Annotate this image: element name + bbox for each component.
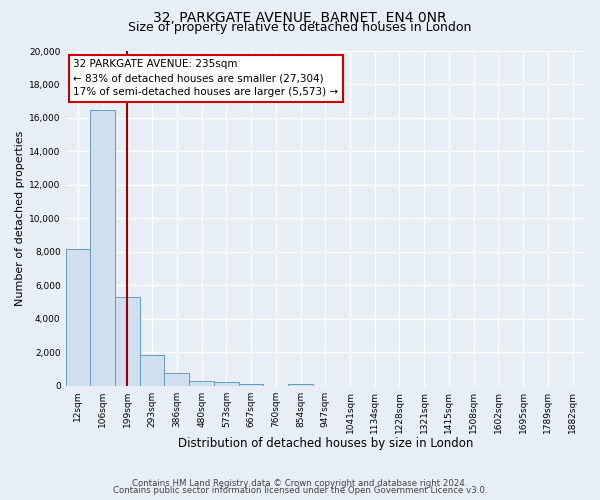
Text: Contains public sector information licensed under the Open Government Licence v3: Contains public sector information licen… bbox=[113, 486, 487, 495]
Text: 32, PARKGATE AVENUE, BARNET, EN4 0NR: 32, PARKGATE AVENUE, BARNET, EN4 0NR bbox=[153, 11, 447, 25]
Bar bbox=[140, 355, 164, 386]
Bar bbox=[90, 110, 115, 386]
Y-axis label: Number of detached properties: Number of detached properties bbox=[15, 130, 25, 306]
Bar bbox=[288, 384, 313, 386]
Text: Size of property relative to detached houses in London: Size of property relative to detached ho… bbox=[128, 22, 472, 35]
Bar bbox=[189, 381, 214, 386]
Bar bbox=[214, 382, 239, 386]
Bar bbox=[164, 374, 189, 386]
Bar bbox=[115, 297, 140, 386]
Text: Contains HM Land Registry data © Crown copyright and database right 2024.: Contains HM Land Registry data © Crown c… bbox=[132, 478, 468, 488]
X-axis label: Distribution of detached houses by size in London: Distribution of detached houses by size … bbox=[178, 437, 473, 450]
Text: 32 PARKGATE AVENUE: 235sqm
← 83% of detached houses are smaller (27,304)
17% of : 32 PARKGATE AVENUE: 235sqm ← 83% of deta… bbox=[73, 60, 338, 98]
Bar bbox=[65, 248, 90, 386]
Bar bbox=[239, 384, 263, 386]
